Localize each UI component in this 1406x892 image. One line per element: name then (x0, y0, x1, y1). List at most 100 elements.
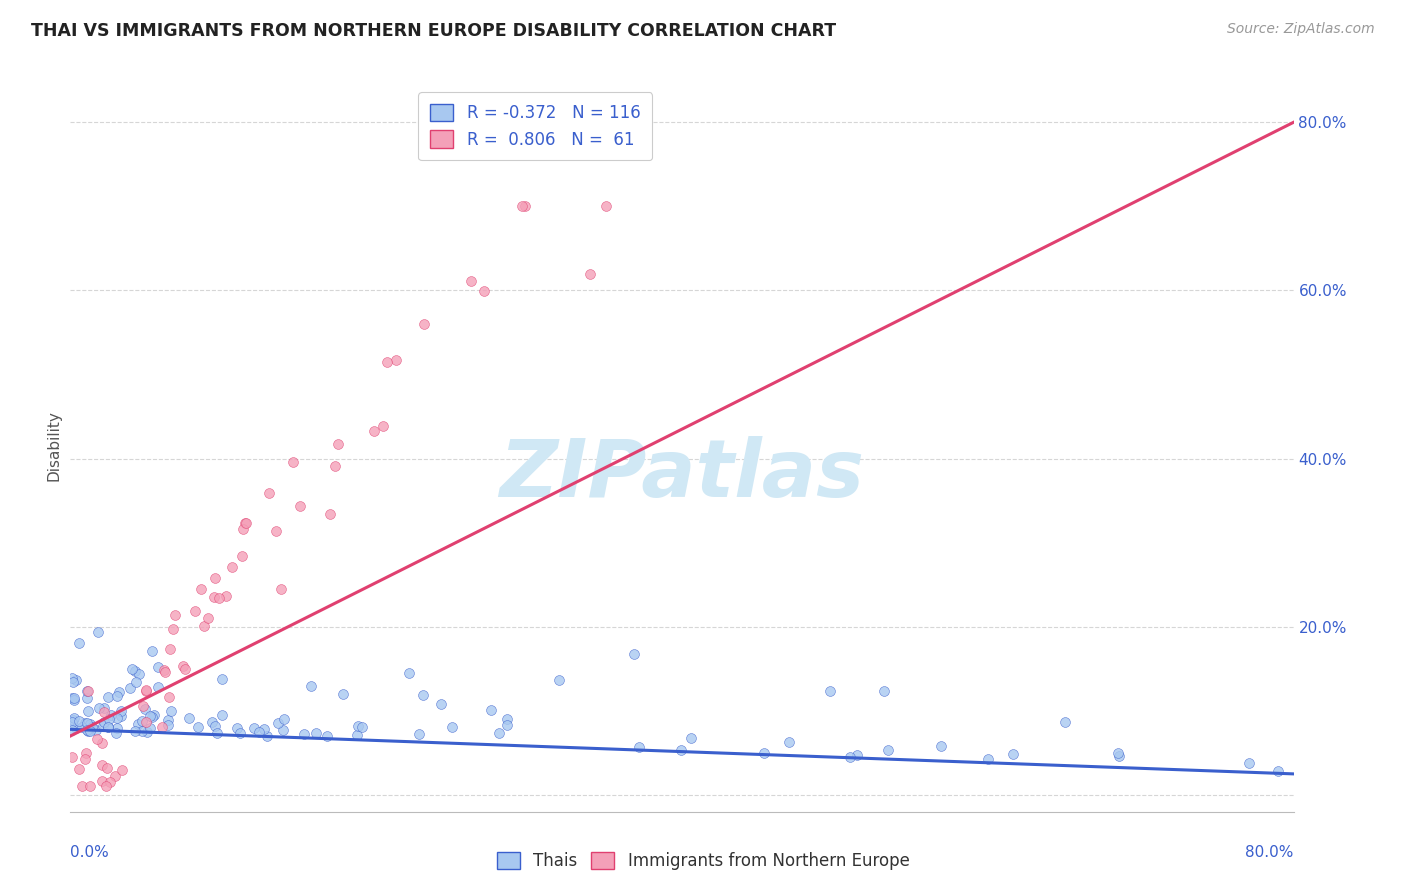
Point (67, 762, 90, 776)
Point (79, 723, 101, 738)
Point (131, 714, 153, 729)
Point (305, 726, 328, 740)
Point (60, 723, 83, 738)
Point (76, 684, 98, 698)
Point (152, 663, 174, 677)
Point (62, 711, 84, 725)
Point (184, 604, 207, 618)
Point (839, 749, 862, 764)
Point (79, 780, 101, 794)
Point (70, 720, 93, 734)
Point (97, 720, 120, 734)
Point (104, 769, 127, 783)
Point (256, 729, 278, 743)
Point (495, 718, 517, 732)
Point (132, 699, 155, 714)
Point (270, 582, 292, 597)
Point (1108, 749, 1130, 764)
Point (65, 721, 87, 735)
Point (513, 199, 536, 213)
Point (86, 731, 108, 746)
Point (460, 274, 482, 288)
Point (62, 713, 84, 727)
Point (70, 780, 93, 794)
Point (75, 746, 97, 760)
Point (152, 721, 174, 735)
Point (371, 419, 394, 434)
Point (84, 723, 107, 738)
Point (211, 672, 233, 686)
Point (273, 713, 295, 727)
Point (60, 750, 83, 764)
Point (510, 199, 533, 213)
Point (96, 780, 118, 794)
Point (60, 714, 83, 729)
Point (845, 748, 868, 763)
Point (148, 681, 170, 695)
Text: 80.0%: 80.0% (1246, 845, 1294, 860)
Point (201, 715, 224, 730)
Point (97, 712, 120, 726)
Point (96, 761, 118, 775)
Point (139, 722, 162, 736)
Point (204, 719, 226, 733)
Point (165, 608, 187, 623)
Point (288, 499, 311, 513)
Point (156, 714, 179, 728)
Point (412, 688, 434, 702)
Point (172, 659, 194, 673)
Legend: R = -0.372   N = 116, R =  0.806   N =  61: R = -0.372 N = 116, R = 0.806 N = 61 (418, 92, 652, 161)
Point (125, 675, 148, 690)
Point (60, 671, 83, 685)
Point (346, 719, 368, 733)
Point (215, 590, 238, 604)
Point (77, 704, 100, 718)
Point (153, 665, 176, 680)
Point (271, 723, 294, 737)
Point (235, 516, 257, 530)
Point (90, 736, 112, 750)
Point (105, 726, 128, 740)
Point (141, 644, 163, 658)
Point (93, 714, 115, 729)
Point (75, 752, 97, 766)
Point (413, 317, 436, 331)
Point (146, 659, 169, 673)
Point (754, 746, 776, 760)
Point (157, 717, 180, 731)
Point (190, 582, 212, 596)
Point (398, 665, 420, 680)
Text: ZIPatlas: ZIPatlas (499, 436, 865, 515)
Point (1002, 747, 1025, 761)
Text: 0.0%: 0.0% (70, 845, 110, 860)
Point (384, 353, 406, 368)
Point (579, 267, 602, 281)
Point (187, 720, 209, 734)
Point (159, 641, 181, 656)
Point (63, 692, 86, 706)
Point (332, 687, 354, 701)
Point (193, 619, 215, 633)
Point (205, 726, 228, 740)
Point (326, 437, 349, 451)
Point (225, 722, 247, 736)
Point (977, 752, 1000, 766)
Point (76, 723, 98, 738)
Point (231, 549, 253, 563)
Point (221, 559, 243, 574)
Point (79, 717, 101, 731)
Point (294, 727, 316, 741)
Point (128, 666, 150, 681)
Point (75, 716, 97, 731)
Point (548, 673, 571, 687)
Point (87, 624, 110, 639)
Point (1053, 714, 1076, 729)
Point (430, 698, 453, 712)
Point (496, 712, 519, 726)
Point (67, 636, 90, 650)
Point (77, 724, 100, 739)
Point (93, 701, 115, 715)
Point (266, 716, 288, 731)
Point (229, 725, 252, 739)
Point (65, 673, 87, 688)
